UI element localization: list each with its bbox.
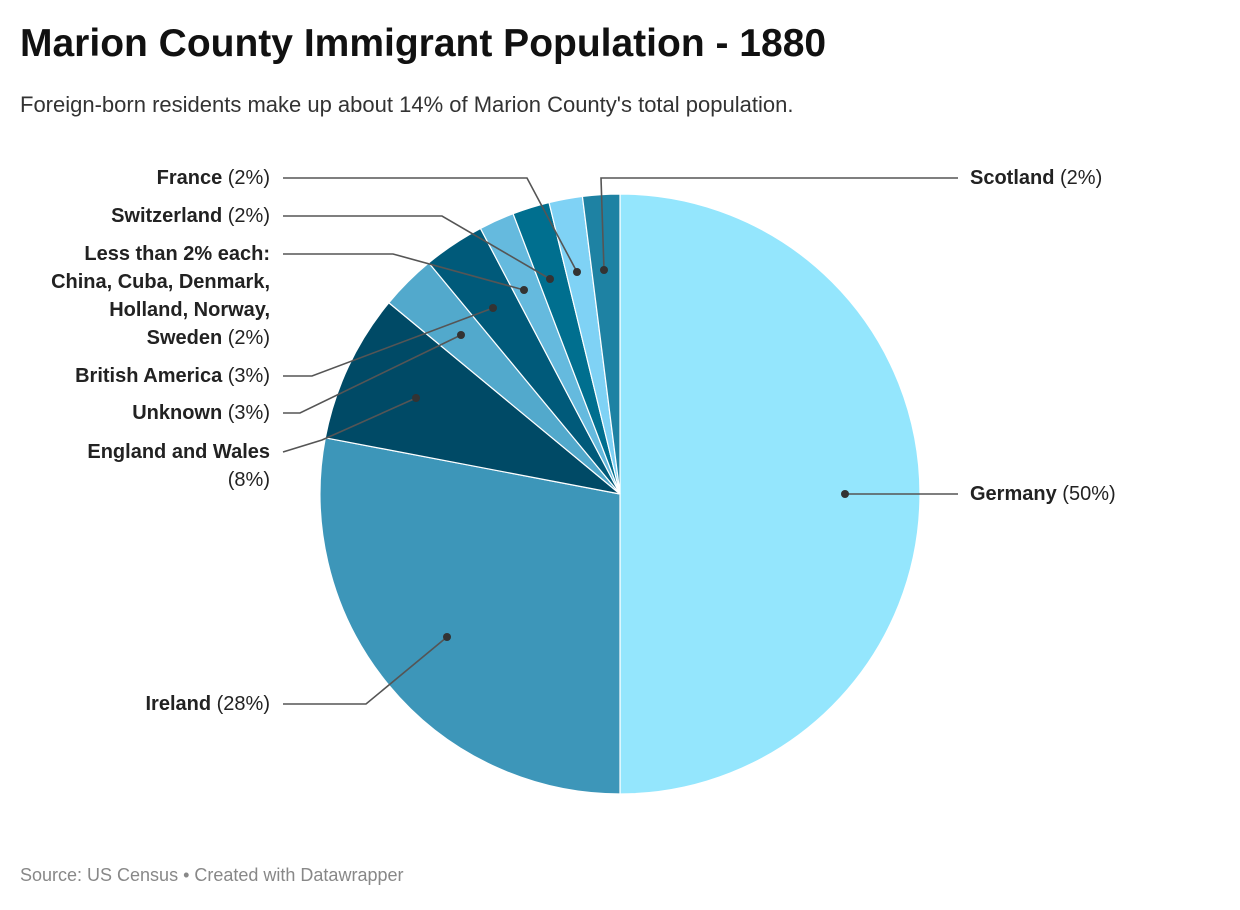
leader-dot-6	[546, 275, 554, 283]
slice-label-3: Unknown (3%)	[132, 399, 270, 427]
leader-line-6	[283, 215, 551, 280]
leader-dot-1	[443, 633, 451, 641]
slice-label-percent: (2%)	[1060, 167, 1103, 189]
slice-label-name: England and Wales	[87, 441, 270, 463]
chart-subtitle: Foreign-born residents make up about 14%…	[20, 92, 794, 117]
leader-line-4	[283, 307, 494, 377]
slice-label-percent: (50%)	[1062, 483, 1116, 505]
slice-label-8: Scotland (2%)	[970, 164, 1102, 192]
slice-label-percent: (2%)	[227, 167, 270, 189]
slice-label-percent: (2%)	[227, 205, 270, 227]
leader-dot-5	[520, 286, 528, 294]
slice-label-name: France	[156, 167, 223, 189]
slice-label-percent: (2%)	[227, 327, 270, 349]
slice-label-4: British America (3%)	[75, 362, 270, 390]
source-footer: Source: US Census • Created with Datawra…	[20, 865, 404, 885]
slice-label-0: Germany (50%)	[970, 480, 1116, 508]
slice-label-percent: (3%)	[227, 365, 270, 387]
leader-line-8	[600, 177, 958, 271]
slice-label-percent: (28%)	[216, 693, 270, 715]
leader-dot-7	[573, 268, 581, 276]
slice-label-2: England and Wales (8%)	[87, 438, 270, 494]
leader-line-5	[283, 253, 525, 291]
slice-label-name: British America	[75, 365, 223, 387]
slice-label-percent: (8%)	[227, 469, 270, 491]
leader-line-7	[283, 177, 578, 273]
leader-line-3	[283, 334, 462, 414]
slice-label-1: Ireland (28%)	[146, 690, 271, 718]
leader-dot-4	[489, 304, 497, 312]
slice-label-name: Unknown	[132, 402, 223, 424]
chart-title: Marion County Immigrant Population - 188…	[20, 22, 827, 65]
slice-label-name: Germany	[970, 483, 1057, 505]
leader-dot-8	[600, 266, 608, 274]
pie-slice-1	[319, 437, 621, 795]
leader-dot-0	[841, 490, 849, 498]
leader-dot-3	[457, 331, 465, 339]
leader-dot-2	[412, 394, 420, 402]
slice-label-name: Switzerland	[111, 205, 223, 227]
leader-line-1	[283, 636, 448, 705]
pie-slice-2	[324, 301, 621, 495]
slice-label-name: Less than 2% each: China, Cuba, Denmark, H…	[51, 243, 270, 349]
slice-label-name: Ireland	[145, 693, 212, 715]
slice-label-5: Less than 2% each: China, Cuba, Denmark, H…	[51, 240, 270, 352]
slice-label-6: Switzerland (2%)	[111, 202, 270, 230]
slice-label-7: France (2%)	[157, 164, 270, 192]
slice-label-name: Scotland	[970, 167, 1055, 189]
leader-line-2	[282, 397, 417, 453]
slice-label-percent: (3%)	[227, 402, 270, 424]
